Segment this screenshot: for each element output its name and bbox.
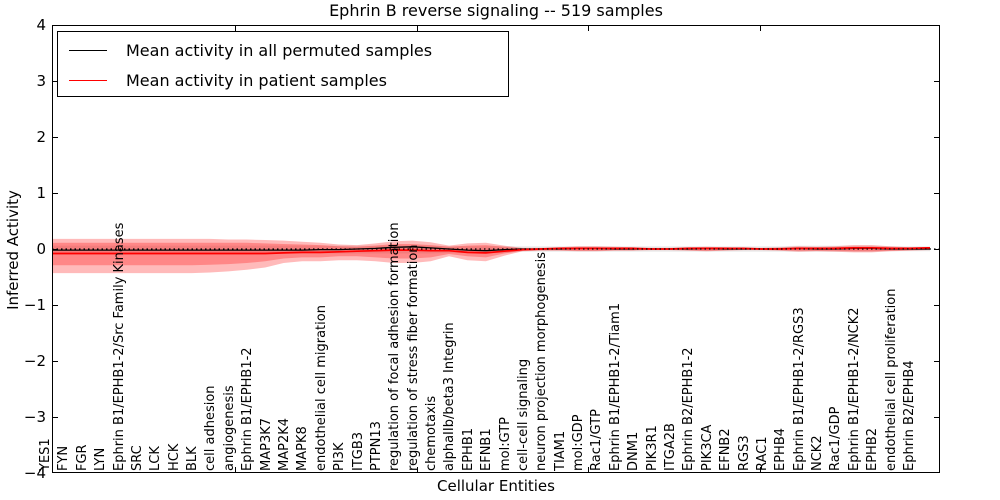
x-tick-label: MAP2K4 [276, 417, 292, 471]
x-tick-label: FGR [74, 444, 90, 471]
x-tick-label: EFNB2 [718, 428, 734, 471]
x-tick-label: LCK [148, 446, 164, 471]
x-tick-label: TIAM1 [552, 430, 568, 471]
x-tick-label: PI3K [332, 442, 348, 471]
band-patient-sample-spread-outer- [53, 238, 930, 274]
x-tick-label: ITGB3 [350, 431, 366, 471]
x-tick-label: FYN [56, 445, 72, 471]
y-tick-label: −2 [23, 352, 46, 370]
legend-item: Mean activity in all permuted samples [58, 35, 508, 65]
x-tick-label: Ephrin B1/EPHB1-2/Tiam1 [607, 302, 623, 471]
x-tick-label: Rac1/GTP [589, 409, 605, 471]
x-tick-label: BLK [185, 446, 201, 471]
y-tick-label: −3 [23, 408, 46, 426]
y-tick-label: 3 [36, 72, 46, 90]
x-tick-label: Ephrin B1/EPHB1-2/NCK2 [846, 307, 862, 471]
legend-line-red-icon [69, 79, 107, 81]
x-tick-label: endothelial cell proliferation [883, 288, 899, 472]
x-axis-label: Cellular Entities [437, 477, 555, 495]
x-tick-label: Rac1/GDP [828, 406, 844, 471]
x-tick-label: alphaIIb/beta3 Integrin [442, 322, 458, 471]
y-tick-label: 2 [36, 128, 46, 146]
x-tick-label: mol:GTP [497, 417, 513, 471]
x-tick-label: DNM1 [626, 431, 642, 471]
x-tick-label: PIK3CA [699, 424, 715, 471]
x-tick-label: angiogenesis [221, 385, 237, 471]
x-tick-label: MAPK8 [295, 426, 311, 471]
x-tick-label: EPHB4 [773, 427, 789, 471]
x-tick-label: cell-cell signaling [515, 358, 531, 471]
x-tick-label: mol:GDP [571, 414, 587, 471]
y-tick-label: 4 [36, 16, 46, 34]
x-tick-label: EFNB1 [479, 428, 495, 471]
x-tick-label: EPHB2 [865, 427, 881, 471]
x-tick-label: Ephrin B2/EPHB4 [902, 360, 917, 471]
x-tick-label: EPHB1 [460, 427, 476, 471]
x-tick-label: Ephrin B1/EPHB1-2/Src Family Kinases [111, 222, 127, 471]
chart-title: Ephrin B reverse signaling -- 519 sample… [329, 1, 663, 20]
x-tick-label: LYN [93, 447, 109, 471]
x-tick-label: Ephrin B1/EPHB1-2 [240, 347, 256, 471]
x-tick-label: YES1 [38, 438, 53, 471]
legend-box: Mean activity in all permuted samples Me… [57, 31, 509, 97]
legend-item: Mean activity in patient samples [58, 65, 508, 95]
x-tick-label: PIK3R1 [644, 425, 660, 471]
x-tick-label: chemotaxis [424, 395, 440, 471]
axes-frame [52, 25, 940, 473]
x-tick-label: HCK [166, 443, 182, 471]
x-tick-label: neuron projection morphogenesis [534, 252, 550, 471]
x-tick-label: RAC1 [754, 436, 770, 471]
x-tick-label: Ephrin B2/EPHB1-2 [681, 347, 697, 471]
x-tick-label: Ephrin B1/EPHB1-2/RGS3 [791, 307, 807, 471]
x-tick-label: SRC [129, 445, 145, 471]
plot-area [52, 25, 940, 473]
legend-item-label: Mean activity in all permuted samples [126, 40, 433, 60]
legend-line-black-icon [69, 49, 107, 51]
y-tick-label: 1 [36, 184, 46, 202]
x-tick-label: RGS3 [736, 435, 752, 471]
x-tick-label: ITGA2B [663, 423, 679, 471]
y-tick-label: 0 [36, 240, 46, 258]
x-tick-label: endothelial cell migration [313, 305, 329, 471]
legend-item-label: Mean activity in patient samples [126, 70, 387, 90]
x-tick-label: cell adhesion [203, 385, 219, 471]
x-tick-label: PTPN13 [368, 421, 384, 471]
x-tick-label: regulation of focal adhesion formation [387, 222, 403, 471]
x-tick-label: MAP3K7 [258, 417, 274, 471]
y-tick-label: −1 [23, 296, 46, 314]
x-tick-label: regulation of stress fiber formation [405, 244, 421, 471]
y-tick-label: −4 [23, 464, 46, 482]
x-tick-label: NCK2 [810, 435, 826, 471]
